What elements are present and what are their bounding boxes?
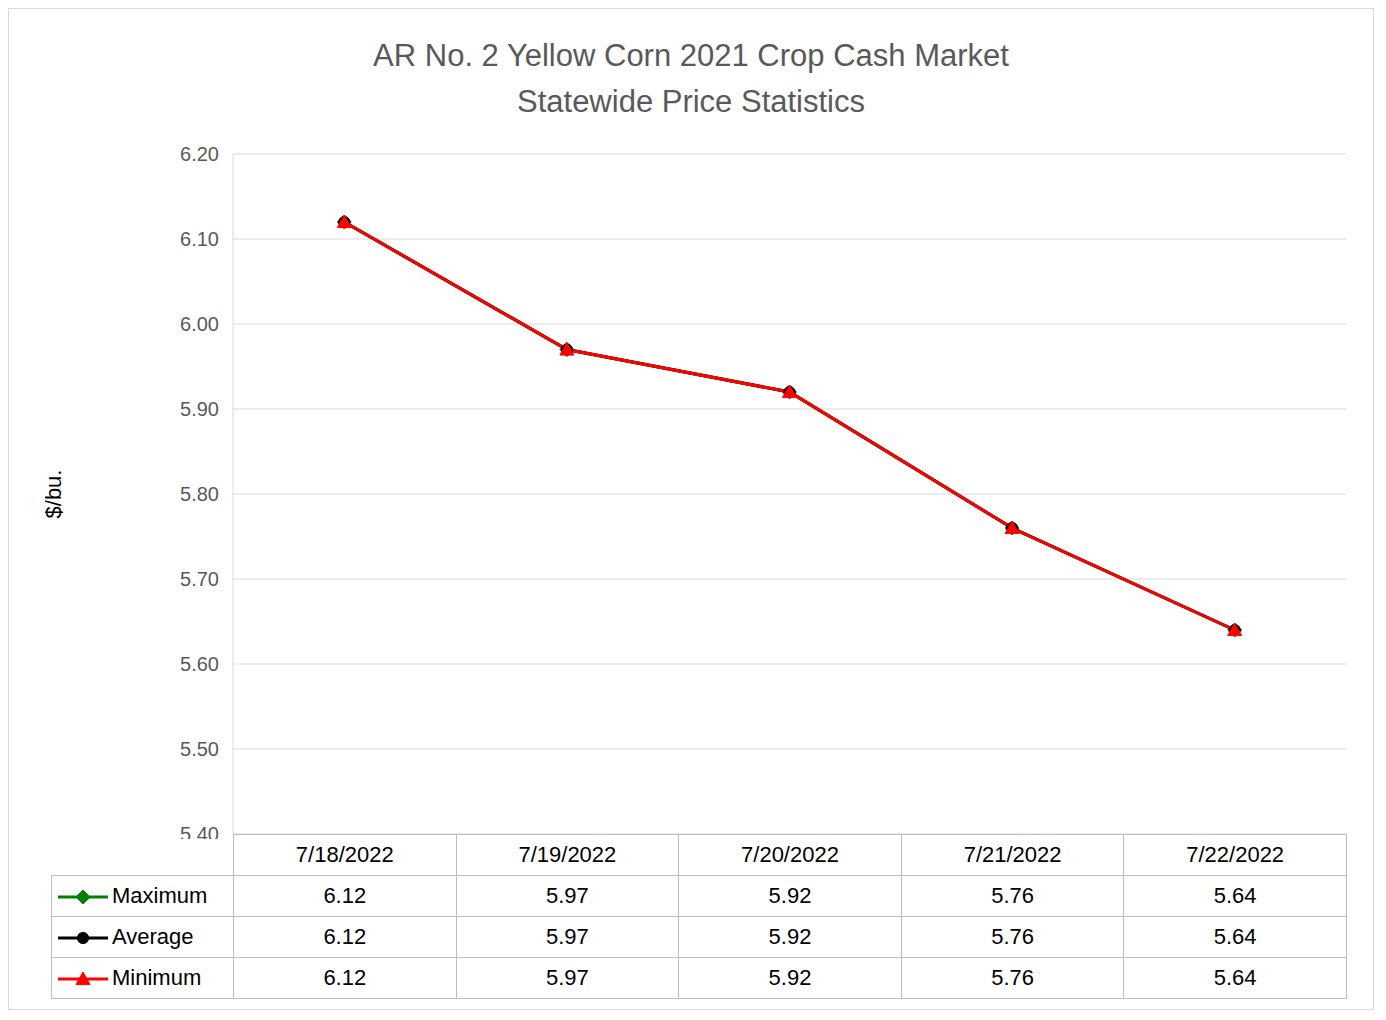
svg-text:5.50: 5.50 <box>180 738 219 760</box>
html-text:5.64: 5.64 <box>1213 924 1257 949</box>
html-text:5.76: 5.76 <box>991 965 1034 990</box>
svg-text:$/bu.: $/bu. <box>41 470 66 519</box>
html-text:5.97: 5.97 <box>546 924 589 949</box>
html-text:6.12: 6.12 <box>323 883 367 908</box>
html-text:5.76: 5.76 <box>991 924 1034 949</box>
html-text:7/19/2022: 7/19/2022 <box>518 842 617 867</box>
svg-text:5.80: 5.80 <box>180 483 219 505</box>
html-text:Maximum: Maximum <box>112 883 208 909</box>
html-text:5.97: 5.97 <box>546 883 589 908</box>
svg-text:6.10: 6.10 <box>180 228 219 250</box>
html-text:7/21/2022: 7/21/2022 <box>963 842 1062 867</box>
html-text:6.12: 6.12 <box>323 965 367 990</box>
html-text:7/18/2022: 7/18/2022 <box>295 842 394 867</box>
html-text:Statewide Price Statistics: Statewide Price Statistics <box>517 84 865 119</box>
html-text:Average: Average <box>112 924 194 950</box>
svg-text:6.20: 6.20 <box>180 143 219 165</box>
html-text:6.12: 6.12 <box>323 924 367 949</box>
svg-text:5.60: 5.60 <box>180 653 219 675</box>
html-text:5.92: 5.92 <box>768 965 812 990</box>
html-text:5.97: 5.97 <box>546 965 589 990</box>
html-text:5.64: 5.64 <box>1213 883 1257 908</box>
svg-text:5.90: 5.90 <box>180 398 219 420</box>
svg-text:5.70: 5.70 <box>180 568 219 590</box>
html-text:7/20/2022: 7/20/2022 <box>741 842 839 867</box>
html-text:7/22/2022: 7/22/2022 <box>1186 842 1285 867</box>
html-text:5.92: 5.92 <box>768 883 812 908</box>
html-text:AR No. 2 Yellow Corn 2021 Crop: AR No. 2 Yellow Corn 2021 Crop Cash Mark… <box>373 38 1009 73</box>
svg-text:6.00: 6.00 <box>180 313 219 335</box>
html-text:5.76: 5.76 <box>991 883 1034 908</box>
html-text:Minimum: Minimum <box>112 965 202 991</box>
html-text:5.64: 5.64 <box>1213 965 1257 990</box>
svg-text:5.40: 5.40 <box>180 823 219 839</box>
html-text:5.92: 5.92 <box>768 924 812 949</box>
